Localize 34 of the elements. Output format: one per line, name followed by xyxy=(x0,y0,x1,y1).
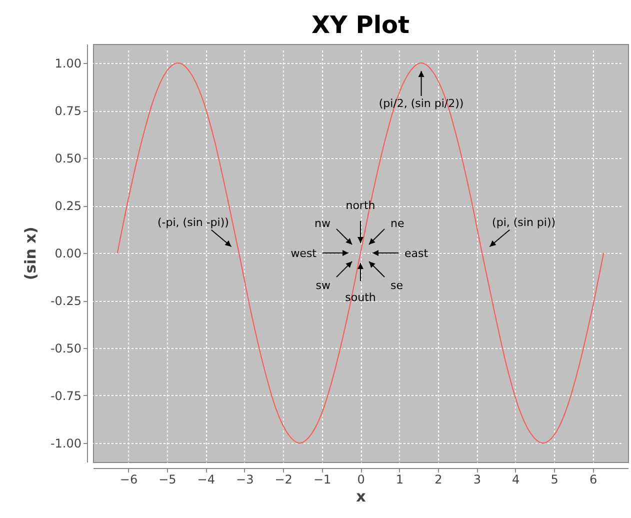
x-tick-label: 0 xyxy=(357,472,365,486)
x-tick-label: 1 xyxy=(396,472,404,486)
y-tick-label: 1.00 xyxy=(54,56,82,70)
x-tick-label: 3 xyxy=(473,472,481,486)
annotation: se xyxy=(390,279,404,292)
annotation: (pi, (sin pi)) xyxy=(492,216,556,229)
y-tick-label: 0.50 xyxy=(54,152,82,166)
annotation: nw xyxy=(314,217,331,230)
x-tick-label: −3 xyxy=(236,472,254,486)
x-tick-label: 2 xyxy=(434,472,442,486)
y-tick-label: -1.00 xyxy=(50,436,82,450)
y-tick-label: -0.75 xyxy=(50,389,82,403)
annotation: east xyxy=(404,247,429,260)
y-tick-label: 0.75 xyxy=(54,104,82,118)
y-tick-label: 0.25 xyxy=(54,199,82,213)
x-tick-label: −1 xyxy=(313,472,332,486)
x-tick-label: 5 xyxy=(550,472,558,486)
y-axis-title: (sin x) xyxy=(21,226,40,280)
y-tick-label: -0.25 xyxy=(50,294,82,308)
x-tick-label: −4 xyxy=(197,472,216,486)
y-tick-label: -0.50 xyxy=(50,342,82,356)
x-tick-label: −5 xyxy=(158,472,176,486)
y-tick-label: 0.00 xyxy=(54,246,82,260)
annotation: ne xyxy=(390,217,404,230)
x-tick-label: −6 xyxy=(120,472,138,486)
annotation: west xyxy=(290,247,318,260)
x-tick-label: 6 xyxy=(589,472,598,486)
chart-title: XY Plot xyxy=(311,11,410,39)
x-tick-label: 4 xyxy=(512,472,520,486)
annotation: sw xyxy=(316,279,330,292)
annotation: (-pi, (sin -pi)) xyxy=(158,216,229,229)
line-series xyxy=(116,62,604,444)
x-tick-label: −2 xyxy=(274,472,292,486)
x-axis-title: x xyxy=(356,488,366,506)
